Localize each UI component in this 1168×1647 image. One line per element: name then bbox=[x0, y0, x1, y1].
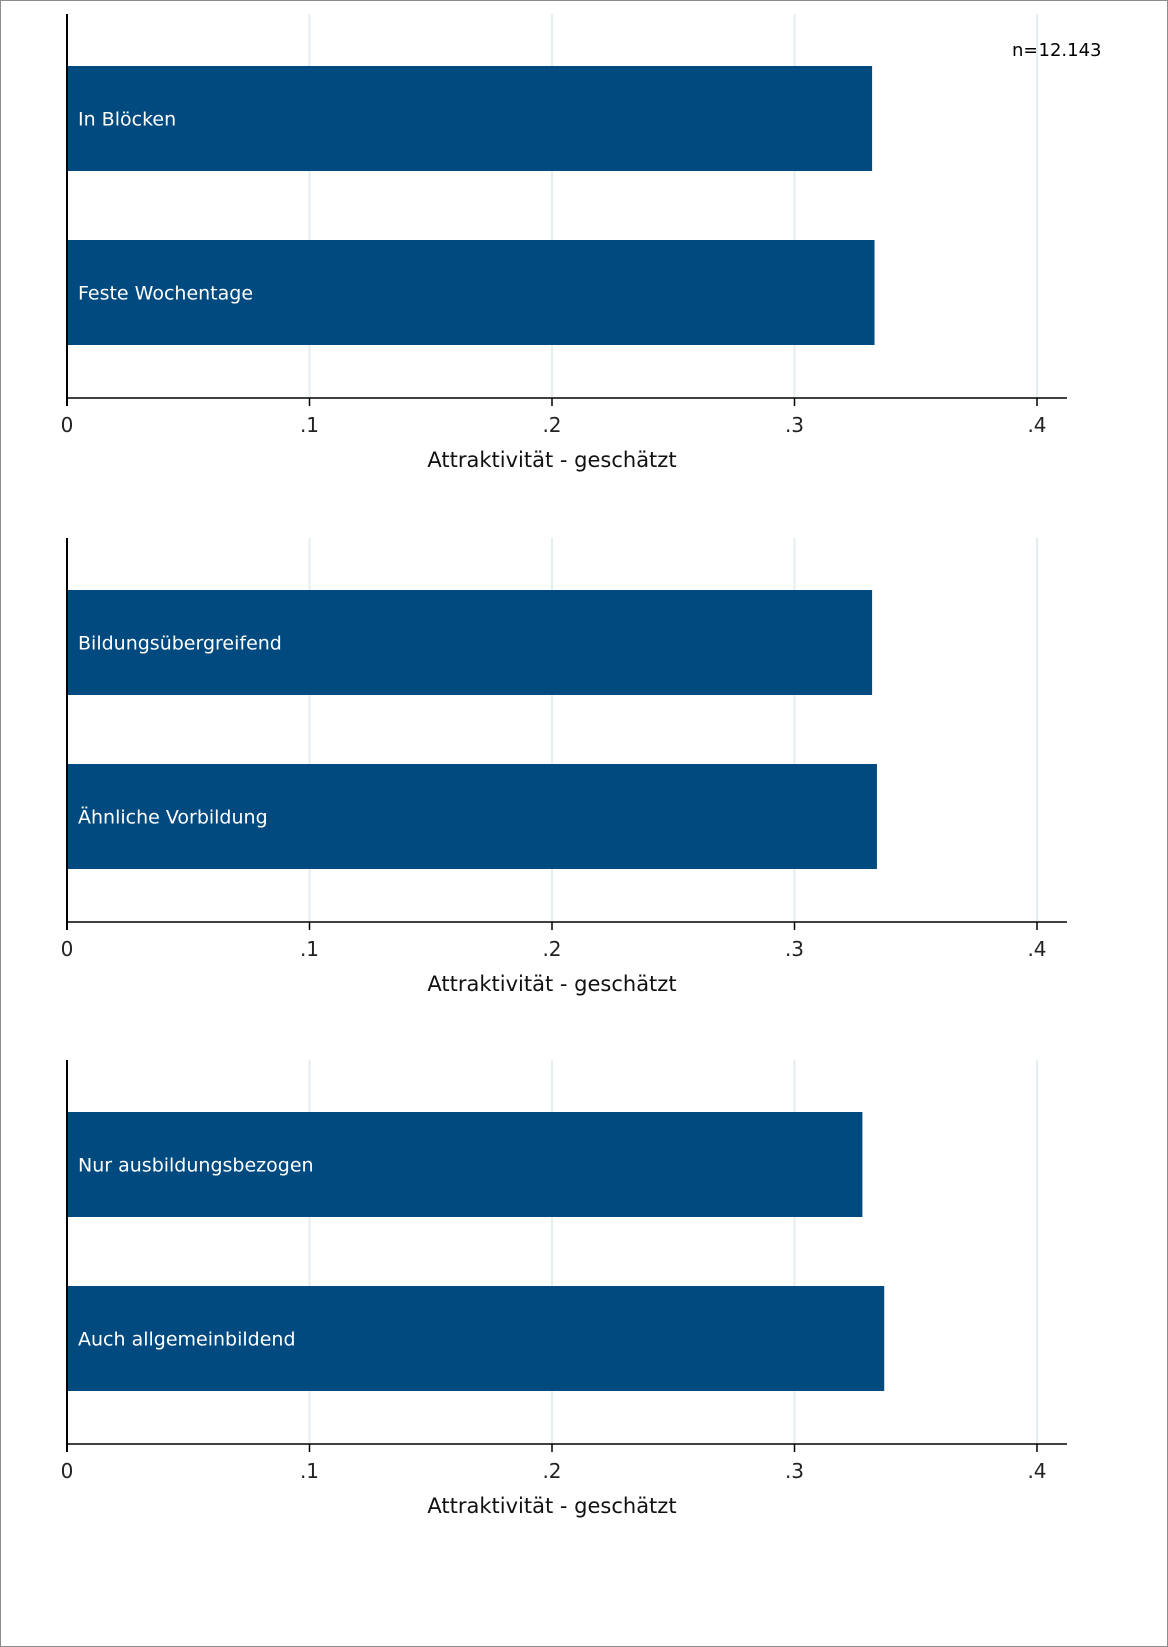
x-axis-title: Attraktivität - geschätzt bbox=[427, 972, 676, 996]
bar bbox=[67, 1286, 885, 1391]
bar-label: Ähnliche Vorbildung bbox=[78, 806, 268, 829]
bar bbox=[67, 1112, 863, 1217]
x-tick-label: .3 bbox=[785, 413, 804, 437]
x-tick-label: 0 bbox=[61, 1459, 74, 1483]
x-axis-title: Attraktivität - geschätzt bbox=[427, 1494, 676, 1518]
bar-label: Bildungsübergreifend bbox=[78, 633, 282, 655]
x-tick-label: .1 bbox=[300, 413, 319, 437]
bar-label: In Blöcken bbox=[78, 109, 176, 131]
bar-label: Feste Wochentage bbox=[78, 283, 253, 305]
x-tick-label: 0 bbox=[61, 937, 74, 961]
x-tick-label: .3 bbox=[785, 1459, 804, 1483]
bar bbox=[67, 764, 877, 869]
bar bbox=[67, 590, 873, 695]
bar bbox=[67, 66, 873, 171]
x-tick-label: .3 bbox=[785, 937, 804, 961]
x-axis-title: Attraktivität - geschätzt bbox=[427, 448, 676, 472]
bar bbox=[67, 240, 875, 345]
bar-label: Nur ausbildungsbezogen bbox=[78, 1155, 314, 1177]
x-tick-label: .1 bbox=[300, 1459, 319, 1483]
x-tick-label: .2 bbox=[542, 413, 561, 437]
x-tick-label: 0 bbox=[61, 413, 74, 437]
x-tick-label: .4 bbox=[1027, 1459, 1046, 1483]
bar-label: Auch allgemeinbildend bbox=[78, 1329, 296, 1351]
x-tick-label: .4 bbox=[1027, 937, 1046, 961]
x-tick-label: .1 bbox=[300, 937, 319, 961]
x-tick-label: .4 bbox=[1027, 413, 1046, 437]
x-tick-label: .2 bbox=[542, 937, 561, 961]
x-tick-label: .2 bbox=[542, 1459, 561, 1483]
sample-size-note: n=12.143 bbox=[1012, 40, 1102, 61]
